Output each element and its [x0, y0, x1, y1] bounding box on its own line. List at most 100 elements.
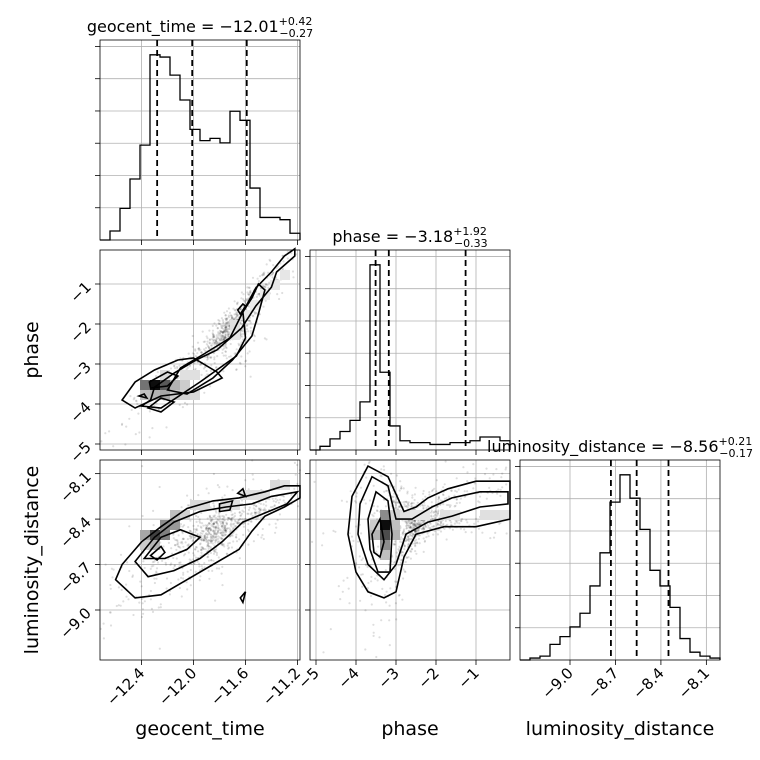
- sample-point: [256, 277, 259, 280]
- sample-point: [463, 528, 466, 531]
- sample-point: [332, 529, 335, 533]
- sample-point: [215, 553, 218, 557]
- sample-point: [219, 332, 222, 336]
- sample-point: [371, 513, 374, 516]
- sample-point: [220, 532, 223, 535]
- sample-point: [221, 521, 224, 524]
- sample-point: [430, 515, 433, 518]
- sample-point: [221, 348, 224, 351]
- sample-point: [404, 521, 407, 524]
- density-cell: [180, 370, 190, 380]
- sample-point: [210, 338, 213, 341]
- sample-point: [207, 530, 210, 533]
- sample-point: [200, 546, 203, 549]
- sample-point: [294, 473, 297, 476]
- sample-point: [204, 533, 207, 536]
- sample-point: [214, 539, 217, 542]
- sample-point: [207, 529, 210, 532]
- sample-point: [276, 499, 279, 502]
- sample-point: [216, 327, 219, 330]
- sample-point: [232, 527, 235, 530]
- sample-point: [271, 273, 274, 276]
- sample-point: [227, 333, 231, 336]
- sample-point: [220, 330, 223, 333]
- sample-point: [208, 531, 211, 534]
- sample-point: [377, 545, 380, 548]
- sample-point: [488, 477, 491, 480]
- sample-point: [257, 280, 260, 283]
- sample-point: [439, 530, 443, 533]
- sample-point: [173, 365, 176, 368]
- sample-point: [400, 536, 403, 539]
- y-tick-label: −2: [66, 318, 94, 346]
- sample-point: [352, 539, 355, 543]
- sample-point: [193, 528, 196, 531]
- sample-point: [207, 521, 211, 525]
- sample-point: [178, 364, 181, 367]
- sample-point: [138, 431, 141, 434]
- sample-point: [222, 523, 225, 526]
- sample-point: [267, 286, 270, 289]
- sample-point: [407, 519, 410, 523]
- sample-point: [407, 538, 410, 541]
- sample-point: [286, 250, 289, 253]
- sample-point: [225, 523, 228, 526]
- sample-point: [444, 460, 447, 463]
- sample-point: [213, 341, 216, 344]
- sample-point: [423, 540, 426, 543]
- sample-point: [225, 318, 228, 321]
- sample-point: [210, 540, 213, 543]
- sample-point: [274, 531, 277, 534]
- sample-point: [243, 517, 246, 521]
- sample-point: [403, 548, 406, 551]
- sample-point: [222, 543, 225, 546]
- sample-point: [176, 377, 179, 380]
- sample-point: [257, 512, 260, 515]
- sample-point: [355, 562, 358, 565]
- sample-point: [257, 501, 261, 504]
- sample-point: [380, 468, 383, 471]
- density-cell: [160, 520, 170, 530]
- sample-point: [203, 534, 206, 537]
- sample-point: [220, 337, 223, 340]
- sample-point: [218, 514, 221, 517]
- sample-point: [396, 501, 399, 504]
- sample-point: [200, 549, 203, 552]
- sample-point: [218, 540, 221, 543]
- sample-point: [435, 490, 438, 493]
- sample-point: [213, 536, 216, 539]
- sample-point: [215, 366, 218, 369]
- sample-point: [403, 505, 407, 508]
- sample-point: [221, 544, 224, 547]
- sample-point: [223, 528, 226, 532]
- sample-point: [129, 395, 132, 398]
- sample-point: [409, 534, 412, 537]
- sample-point: [292, 276, 295, 279]
- sample-point: [465, 519, 468, 522]
- density-cell: [380, 510, 390, 520]
- sample-point: [218, 519, 221, 522]
- sample-point: [193, 362, 196, 365]
- sample-point: [208, 329, 211, 332]
- sample-point: [395, 474, 398, 477]
- sample-point: [271, 276, 274, 279]
- sample-point: [208, 522, 211, 525]
- sample-point: [221, 531, 224, 534]
- sample-point: [212, 333, 215, 336]
- sample-point: [217, 331, 220, 334]
- sample-point: [179, 546, 182, 549]
- sample-point: [225, 521, 228, 524]
- sample-point: [253, 339, 256, 342]
- sample-point: [382, 465, 385, 468]
- x-tick-label: −8.1: [675, 664, 713, 702]
- sample-point: [364, 563, 367, 566]
- sample-point: [215, 343, 218, 346]
- sample-point: [209, 539, 212, 543]
- sample-point: [247, 293, 250, 296]
- sample-point: [192, 524, 195, 528]
- sample-point: [218, 515, 221, 518]
- sample-point: [252, 507, 255, 510]
- sample-point: [434, 509, 437, 513]
- sample-point: [406, 535, 409, 538]
- sample-point: [380, 475, 383, 478]
